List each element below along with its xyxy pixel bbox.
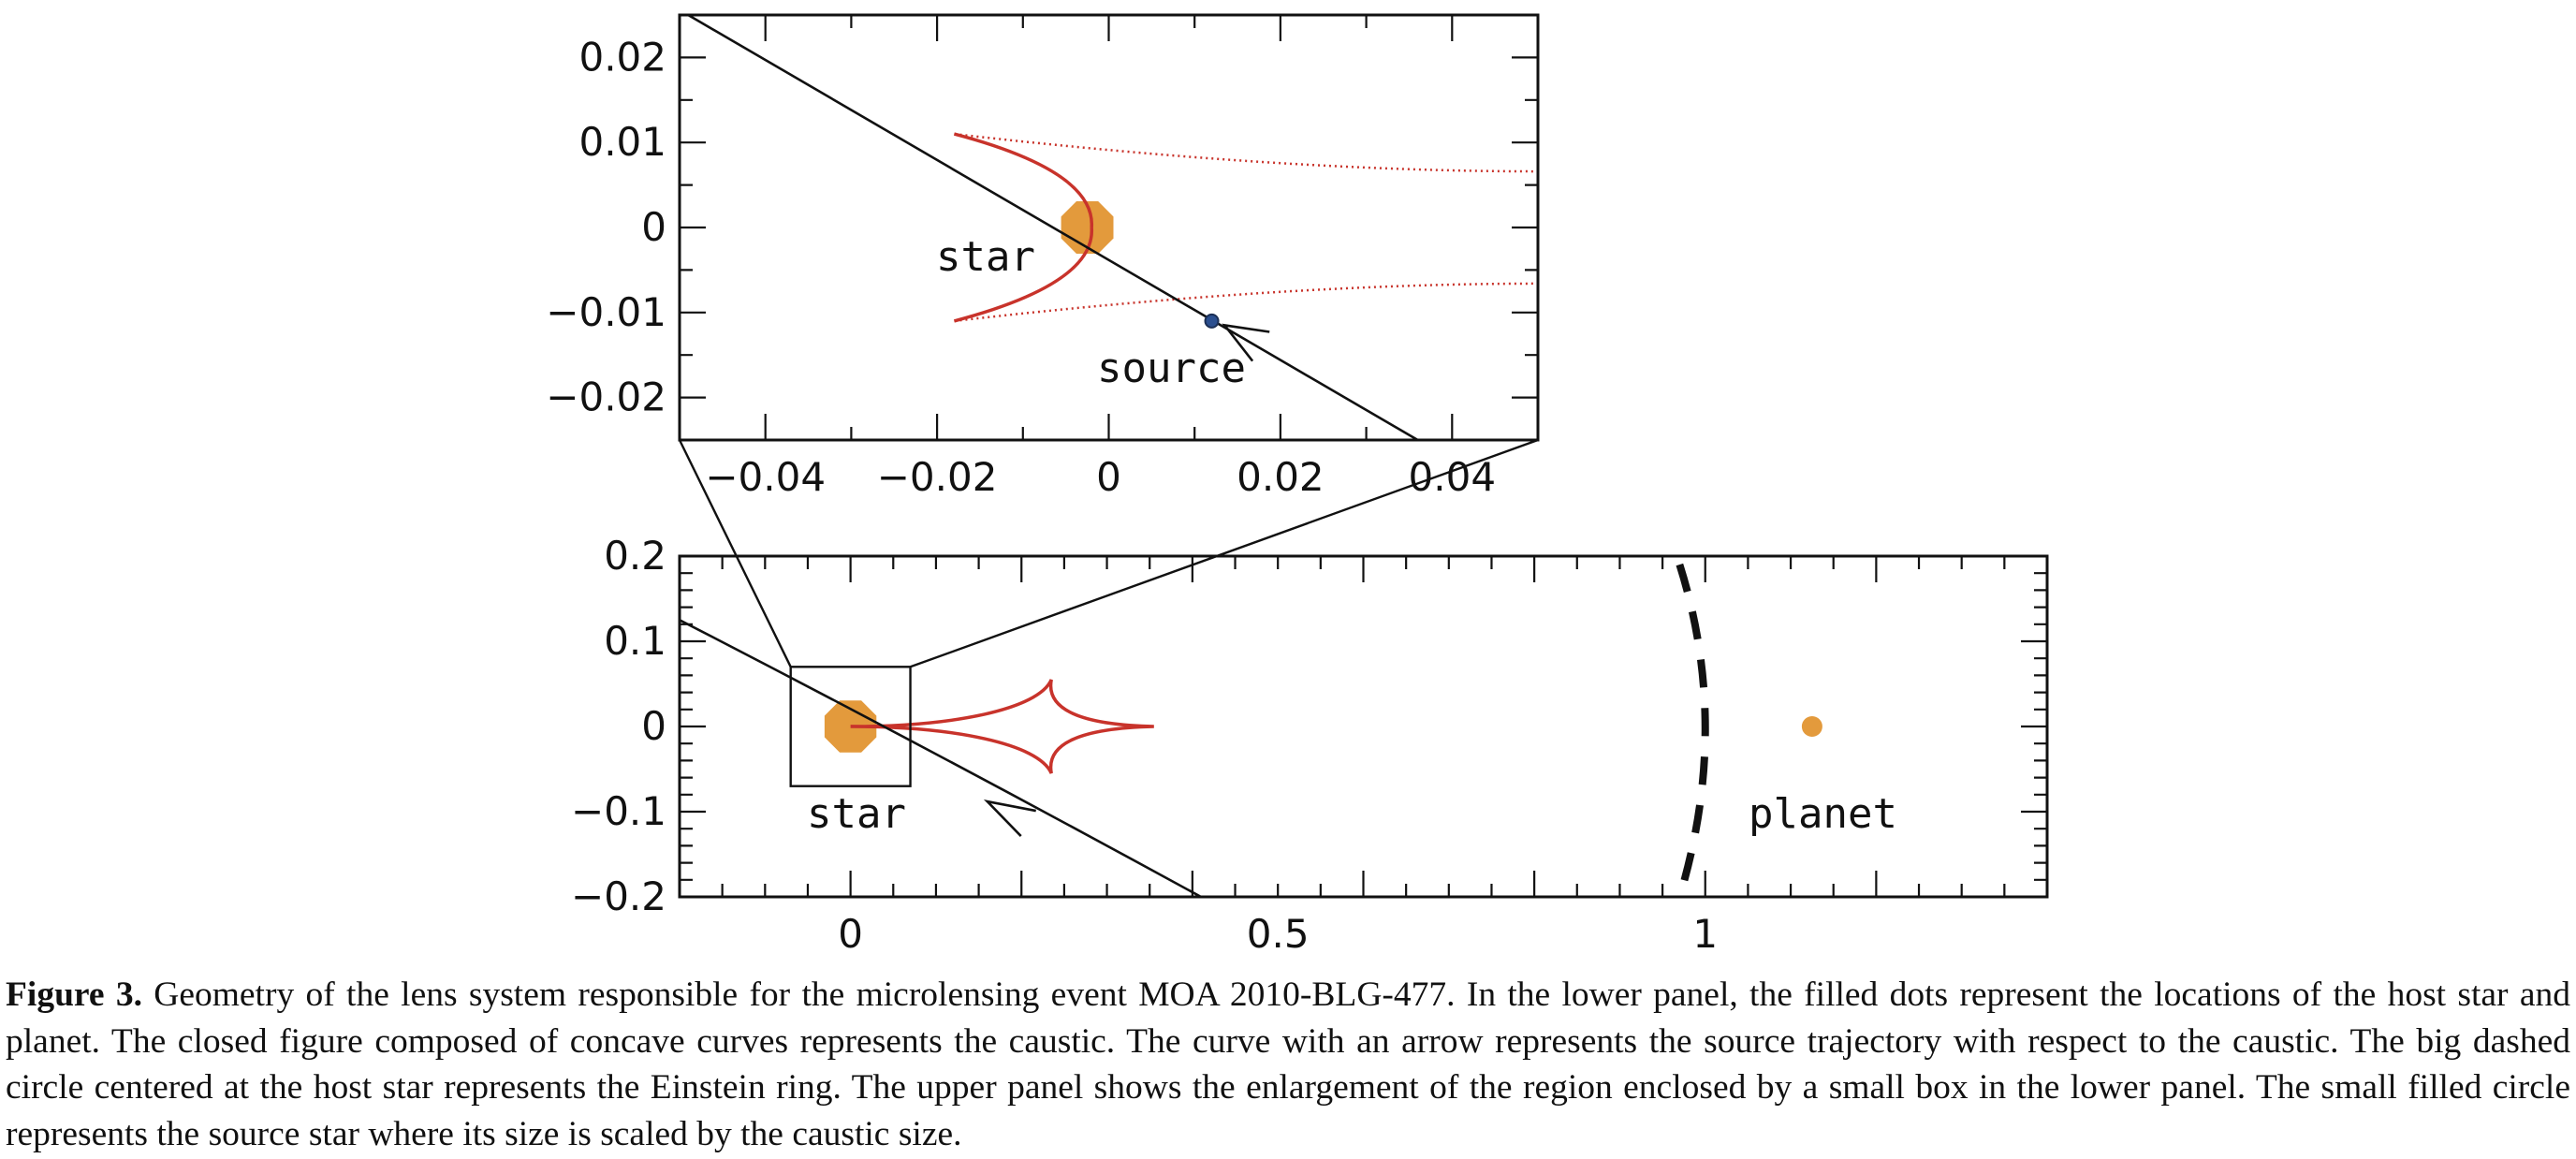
figure-canvas: −0.04 −0.02 0 0.02 0.04 0.020.010−0.01−0.02 … — [546, 13, 2049, 957]
star-label-lower: star — [807, 790, 906, 838]
caustic-lower-arc — [953, 227, 1093, 323]
y-tick-label: −0.01 — [546, 289, 666, 335]
source-star — [1204, 313, 1220, 329]
y-tick-label: 0 — [641, 204, 666, 250]
x-tick-label: 0.04 — [1409, 454, 1497, 500]
y-tick-label: 0.02 — [578, 34, 666, 80]
lower-panel: 0 0.5 1 0.20.10−0.1−0.2 star planet — [571, 533, 2049, 957]
source-trajectory-lower — [680, 619, 1202, 897]
x-tick-label: 0.02 — [1237, 454, 1325, 500]
star-label-upper: star — [936, 233, 1035, 281]
source-label: source — [1097, 345, 1246, 392]
axis-ticks — [678, 13, 1540, 442]
y-tick-label: −0.2 — [571, 873, 666, 919]
host-star-lower — [824, 700, 877, 753]
figure-caption: Figure 3. Geometry of the lens system re… — [6, 972, 2570, 1157]
upper-panel-ticks — [678, 13, 1540, 442]
lower-y-tick-labels: 0.2 0.1 0 −0.1 −0.2 — [571, 533, 666, 919]
caption-text: Geometry of the lens system responsible … — [6, 976, 2570, 1153]
trajectory-arrow-upper — [1222, 323, 1270, 362]
caption-label: Figure 3. — [6, 976, 142, 1014]
x-tick-label: −0.02 — [877, 454, 998, 500]
y-tick-label: 0 — [641, 703, 666, 749]
zoom-connector-lines — [678, 438, 1539, 668]
trajectory-arrow-lower — [983, 800, 1036, 837]
x-tick-label: 0 — [838, 911, 863, 957]
zoom-box — [789, 666, 912, 787]
connector-right — [910, 438, 1539, 668]
y-tick-label: −0.02 — [546, 374, 666, 420]
upper-panel: −0.04 −0.02 0 0.02 0.04 0.020.010−0.01−0.02 … — [546, 13, 1540, 500]
einstein-ring-segment — [1676, 563, 1709, 897]
connector-left — [678, 439, 792, 668]
caustic-lower-panel — [850, 679, 1154, 774]
caustic-upper-arc — [953, 132, 1093, 228]
x-tick-label: −0.04 — [705, 454, 826, 500]
planet-label: planet — [1749, 790, 1897, 838]
y-tick-label: 0.2 — [604, 533, 666, 579]
planet-dot — [1801, 716, 1822, 737]
upper-x-tick-labels: −0.04 −0.02 0 0.02 0.04 — [705, 454, 1496, 500]
source-trajectory-upper — [687, 15, 1419, 440]
caustic-lower-wing — [954, 282, 1538, 323]
caustic-upper-wing — [954, 132, 1538, 173]
lower-panel-ticks — [678, 554, 2049, 899]
y-tick-label: 0.01 — [578, 119, 666, 165]
x-tick-label: 0.5 — [1247, 911, 1310, 957]
y-tick-label: 0.1 — [604, 618, 666, 664]
x-tick-label: 0 — [1096, 454, 1121, 500]
upper-y-tick-labels: 0.02 0.01 0 −0.01 −0.02 — [546, 34, 666, 419]
x-tick-label: 1 — [1692, 911, 1718, 957]
axis-ticks — [678, 554, 2049, 899]
y-tick-label: −0.1 — [571, 788, 666, 834]
lower-x-tick-labels: 0 0.5 1 — [838, 911, 1718, 957]
